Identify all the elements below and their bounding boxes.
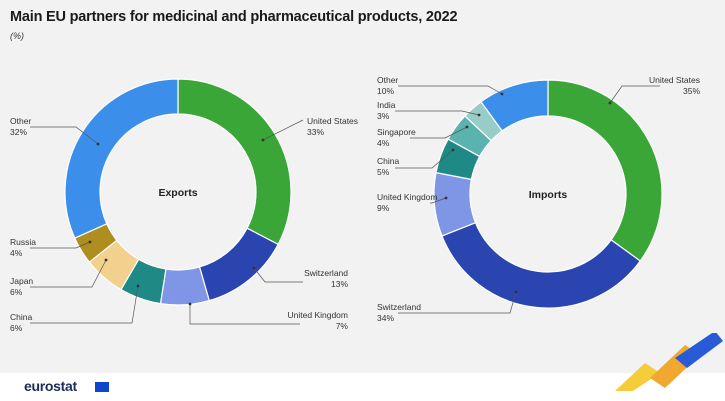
- imports-label-singapore: Singapore: [377, 127, 416, 137]
- eurostat-logo: eurostat: [24, 378, 77, 394]
- imports-leader-dot-united-states: [608, 101, 612, 105]
- exports-leader-united-states: [262, 119, 304, 141]
- imports-label-india: India: [377, 100, 396, 110]
- chart-subtitle: (%): [10, 31, 24, 41]
- imports-label-united-states: United States: [649, 75, 700, 85]
- imports-leader-other: [398, 85, 503, 95]
- exports-slice-other: [64, 78, 179, 239]
- imports-leader-united-kingdom: [430, 197, 447, 204]
- exports-leader-other: [30, 126, 99, 145]
- exports-leader-united-kingdom: [189, 304, 300, 325]
- exports-value-other: 32%: [10, 127, 27, 137]
- exports-leader-dot-switzerland: [252, 266, 256, 270]
- exports-leader-dot-russia: [88, 240, 92, 244]
- imports-leader-dot-singapore: [465, 125, 469, 129]
- exports-leader-russia: [30, 241, 91, 249]
- imports-leader-dot-india: [477, 113, 481, 117]
- exports-label-united-kingdom: United Kingdom: [288, 310, 348, 320]
- exports-leader-china: [30, 285, 139, 324]
- exports-value-china: 6%: [10, 323, 23, 333]
- imports-label-china: China: [377, 156, 399, 166]
- imports-leader-dot-china: [451, 148, 455, 152]
- exports-leader-dot-other: [96, 142, 100, 146]
- exports-leader-japan: [30, 259, 107, 288]
- imports-slice-other: [480, 79, 549, 132]
- imports-value-other: 10%: [377, 86, 394, 96]
- exports-label-russia: Russia: [10, 237, 36, 247]
- imports-slice-united-states: [547, 79, 663, 262]
- imports-leader-dot-switzerland: [514, 290, 518, 294]
- imports-value-united-kingdom: 9%: [377, 203, 390, 213]
- exports-leader-switzerland: [253, 267, 303, 283]
- exports-value-united-kingdom: 7%: [336, 321, 349, 331]
- decorative-swoosh-icon: [615, 333, 723, 391]
- imports-leader-dot-other: [500, 92, 504, 96]
- imports-label-united-kingdom: United Kingdom: [377, 192, 437, 202]
- footer: eurostat: [0, 333, 725, 401]
- exports-label-china: China: [10, 312, 32, 322]
- chart-title: Main EU partners for medicinal and pharm…: [10, 9, 458, 25]
- imports-leader-united-states: [609, 85, 660, 104]
- imports-leader-dot-united-kingdom: [444, 196, 448, 200]
- imports-value-singapore: 4%: [377, 138, 390, 148]
- exports-leader-dot-united-kingdom: [188, 302, 192, 306]
- exports-label-united-states: United States: [307, 116, 358, 126]
- exports-leader-dot-japan: [104, 258, 108, 262]
- imports-value-switzerland: 34%: [377, 313, 394, 323]
- imports-value-india: 3%: [377, 111, 390, 121]
- exports-label-switzerland: Switzerland: [304, 268, 348, 278]
- exports-center-label: Exports: [158, 187, 197, 199]
- exports-value-united-states: 33%: [307, 127, 324, 137]
- imports-label-other: Other: [377, 75, 398, 85]
- imports-center-label: Imports: [529, 189, 568, 201]
- imports-leader-india: [395, 110, 480, 116]
- imports-value-united-states: 35%: [683, 86, 700, 96]
- imports-label-switzerland: Switzerland: [377, 302, 421, 312]
- exports-leader-dot-china: [136, 284, 140, 288]
- exports-leader-dot-united-states: [261, 138, 265, 142]
- exports-value-russia: 4%: [10, 248, 23, 258]
- exports-slice-united-states: [177, 78, 292, 246]
- imports-leader-singapore: [410, 126, 468, 139]
- imports-leader-china: [395, 149, 454, 169]
- imports-slice-switzerland: [441, 221, 642, 309]
- eu-flag-icon: [95, 382, 109, 392]
- exports-label-japan: Japan: [10, 276, 33, 286]
- imports-leader-switzerland: [398, 291, 517, 314]
- exports-label-other: Other: [10, 116, 31, 126]
- imports-value-china: 5%: [377, 167, 390, 177]
- exports-value-switzerland: 13%: [331, 279, 348, 289]
- exports-slice-switzerland: [198, 227, 279, 302]
- exports-value-japan: 6%: [10, 287, 23, 297]
